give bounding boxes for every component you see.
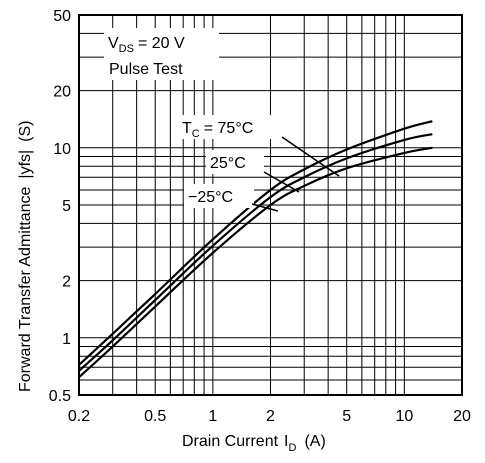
y-tick-label: 1	[62, 331, 71, 348]
x-tick-label: 0.2	[68, 408, 90, 425]
y-tick-label: 2	[62, 274, 71, 291]
leader-75c	[281, 136, 340, 177]
x-tick-label: 20	[453, 408, 471, 425]
y-tick-label: 20	[53, 84, 71, 101]
y-tick-labels: 0.5 1 2 5 10 20 50	[49, 8, 71, 405]
conditions-box	[104, 28, 219, 80]
label-bg-25c	[206, 150, 264, 174]
series-line-0	[78, 120, 433, 366]
label-bg-m25c	[184, 184, 254, 208]
curves	[78, 120, 433, 379]
leader-m25c	[251, 203, 279, 212]
x-tick-labels: 0.2 0.5 1 2 5 10 20	[68, 408, 471, 425]
x-axis-title: Drain Current ID (A)	[182, 433, 326, 454]
y-tick-label: 0.5	[49, 388, 71, 405]
y-tick-label: 50	[53, 8, 71, 25]
y-tick-label: 10	[53, 141, 71, 158]
x-tick-label: 10	[395, 408, 413, 425]
series-label-m25c: −25°C	[188, 189, 233, 206]
plot-frame	[78, 14, 463, 396]
x-tick-label: 1	[208, 408, 217, 425]
series-line-1	[78, 133, 433, 372]
y-tick-label: 5	[62, 198, 71, 215]
vds-condition: VDS = 20 V	[108, 35, 185, 55]
x-tick-label: 0.5	[144, 408, 166, 425]
x-tick-label: 2	[266, 408, 275, 425]
series-label-75c: TC = 75°C	[182, 120, 253, 140]
y-axis-title: Forward Transfer Admittance|yfs|(S)	[17, 120, 34, 392]
x-tick-label: 5	[342, 408, 351, 425]
series-line-2	[78, 146, 433, 379]
label-bg-75c	[178, 115, 288, 139]
leader-25c	[263, 171, 300, 193]
pulse-test-label: Pulse Test	[109, 61, 183, 78]
series-label-25c: 25°C	[210, 155, 246, 172]
